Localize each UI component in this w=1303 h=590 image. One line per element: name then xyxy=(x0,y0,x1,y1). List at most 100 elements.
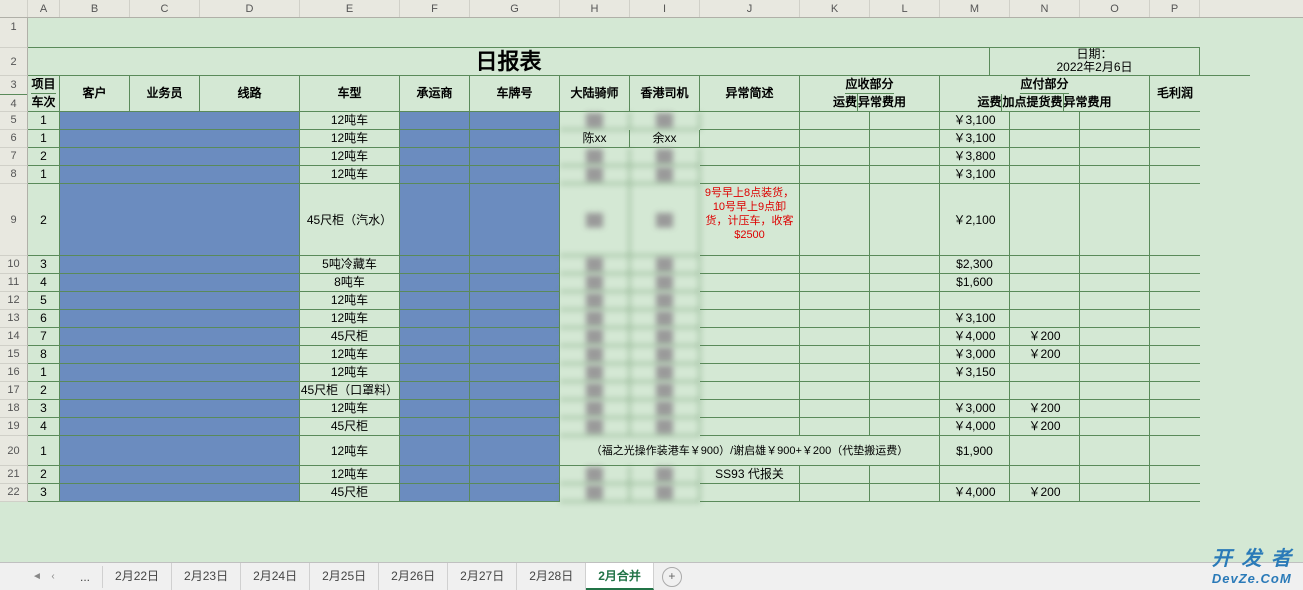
cell-pay-extra[interactable] xyxy=(1080,400,1150,418)
cell-redacted[interactable] xyxy=(400,310,470,328)
cell-redacted[interactable] xyxy=(470,328,560,346)
row-header[interactable]: 15 xyxy=(0,346,28,364)
cell-recv-freight[interactable] xyxy=(800,346,870,364)
cell-mainland-driver[interactable]: ██ xyxy=(560,256,630,274)
row-header[interactable]: 22 xyxy=(0,484,28,502)
cell-mainland-driver[interactable]: ██ xyxy=(560,400,630,418)
cell-pay-freight[interactable]: ￥3,150 xyxy=(940,364,1010,382)
cell-redacted[interactable] xyxy=(400,400,470,418)
cell-redacted[interactable] xyxy=(60,292,300,310)
cell-trip[interactable]: 3 xyxy=(28,484,60,502)
cell-redacted[interactable] xyxy=(470,184,560,256)
cell-pay-pickup[interactable] xyxy=(1010,274,1080,292)
cell-vehicle[interactable]: 45尺柜（汽水） xyxy=(300,184,400,256)
cell-recv-extra[interactable] xyxy=(870,274,940,292)
row-header[interactable]: 11 xyxy=(0,274,28,292)
cell-trip[interactable]: 1 xyxy=(28,166,60,184)
cell-pay-pickup[interactable] xyxy=(1010,256,1080,274)
cell-mainland-driver[interactable]: ██ xyxy=(560,166,630,184)
cell-trip[interactable]: 1 xyxy=(28,364,60,382)
cell-trip[interactable]: 6 xyxy=(28,310,60,328)
cell-recv-freight[interactable] xyxy=(800,148,870,166)
cell-recv-extra[interactable] xyxy=(870,292,940,310)
cell-hk-driver[interactable]: ██ xyxy=(630,310,700,328)
col-header-D[interactable]: D xyxy=(200,0,300,17)
cell-vehicle[interactable]: 5吨冷藏车 xyxy=(300,256,400,274)
cell-pay-pickup[interactable] xyxy=(1010,130,1080,148)
cell-redacted[interactable] xyxy=(470,400,560,418)
cell-redacted[interactable] xyxy=(60,256,300,274)
cell-trip[interactable]: 1 xyxy=(28,436,60,466)
cell-profit[interactable] xyxy=(1150,112,1200,130)
cell-recv-extra[interactable] xyxy=(870,130,940,148)
cell-trip[interactable]: 2 xyxy=(28,184,60,256)
add-sheet-button[interactable]: + xyxy=(662,567,682,587)
cell-redacted[interactable] xyxy=(400,364,470,382)
col-header-F[interactable]: F xyxy=(400,0,470,17)
sheet-tab[interactable]: 2月27日 xyxy=(448,563,517,590)
cell-redacted[interactable] xyxy=(470,466,560,484)
cell-pay-freight[interactable]: ￥2,100 xyxy=(940,184,1010,256)
cell-vehicle[interactable]: 12吨车 xyxy=(300,346,400,364)
row-header[interactable]: 7 xyxy=(0,148,28,166)
cell-pay-pickup[interactable] xyxy=(1010,382,1080,400)
cell-trip[interactable]: 1 xyxy=(28,112,60,130)
cell-redacted[interactable] xyxy=(400,418,470,436)
cell-recv-freight[interactable] xyxy=(800,400,870,418)
cell-pay-freight[interactable]: $1,600 xyxy=(940,274,1010,292)
cell-pay-pickup[interactable] xyxy=(1010,184,1080,256)
cell-profit[interactable] xyxy=(1150,274,1200,292)
cell-exception[interactable]: SS93 代报关 xyxy=(700,466,800,484)
cell-vehicle[interactable]: 45尺柜 xyxy=(300,484,400,502)
cell-trip[interactable]: 1 xyxy=(28,130,60,148)
cell-recv-freight[interactable] xyxy=(800,418,870,436)
cell-trip[interactable]: 2 xyxy=(28,382,60,400)
cell-vehicle[interactable]: 12吨车 xyxy=(300,292,400,310)
cell-recv-extra[interactable] xyxy=(870,346,940,364)
cell-profit[interactable] xyxy=(1150,130,1200,148)
cell-pay-extra[interactable] xyxy=(1080,310,1150,328)
cell-exception[interactable] xyxy=(700,346,800,364)
cell-redacted[interactable] xyxy=(400,130,470,148)
cell-recv-freight[interactable] xyxy=(800,466,870,484)
cell-redacted[interactable] xyxy=(60,382,300,400)
cell-pay-freight[interactable] xyxy=(940,382,1010,400)
col-header-K[interactable]: K xyxy=(800,0,870,17)
cell-exception[interactable] xyxy=(700,256,800,274)
cell-exception[interactable] xyxy=(700,382,800,400)
cell-exception[interactable] xyxy=(700,292,800,310)
cell-pay-extra[interactable] xyxy=(1080,148,1150,166)
cell-pay-pickup[interactable] xyxy=(1010,466,1080,484)
cell-hk-driver[interactable]: ██ xyxy=(630,256,700,274)
cell-pay-freight[interactable]: ￥3,000 xyxy=(940,400,1010,418)
blank-cell[interactable] xyxy=(28,18,1200,48)
cell-redacted[interactable] xyxy=(470,148,560,166)
cell-redacted[interactable] xyxy=(60,400,300,418)
cell-exception[interactable] xyxy=(700,112,800,130)
cell-redacted[interactable] xyxy=(60,328,300,346)
cell-redacted[interactable] xyxy=(470,112,560,130)
cell-recv-freight[interactable] xyxy=(800,256,870,274)
cell-hk-driver[interactable]: ██ xyxy=(630,274,700,292)
cell-mainland-driver[interactable]: ██ xyxy=(560,328,630,346)
cell-recv-extra[interactable] xyxy=(870,400,940,418)
cell-mainland-driver[interactable]: ██ xyxy=(560,148,630,166)
cell-redacted[interactable] xyxy=(400,112,470,130)
cell-profit[interactable] xyxy=(1150,148,1200,166)
cell-pay-extra[interactable] xyxy=(1080,364,1150,382)
col-header-B[interactable]: B xyxy=(60,0,130,17)
cell-redacted[interactable] xyxy=(470,166,560,184)
cell-redacted[interactable] xyxy=(60,310,300,328)
cell-pay-freight[interactable] xyxy=(940,466,1010,484)
cell-recv-freight[interactable] xyxy=(800,130,870,148)
cell-recv-extra[interactable] xyxy=(870,148,940,166)
row-header[interactable]: 1 xyxy=(0,18,28,48)
cell-pay-extra[interactable] xyxy=(1080,346,1150,364)
row-header[interactable]: 8 xyxy=(0,166,28,184)
cell-pay-extra[interactable] xyxy=(1080,130,1150,148)
cell-recv-extra[interactable] xyxy=(870,418,940,436)
row-header[interactable]: 20 xyxy=(0,436,28,466)
cell-redacted[interactable] xyxy=(470,436,560,466)
row-header[interactable]: 18 xyxy=(0,400,28,418)
cell-profit[interactable] xyxy=(1150,184,1200,256)
